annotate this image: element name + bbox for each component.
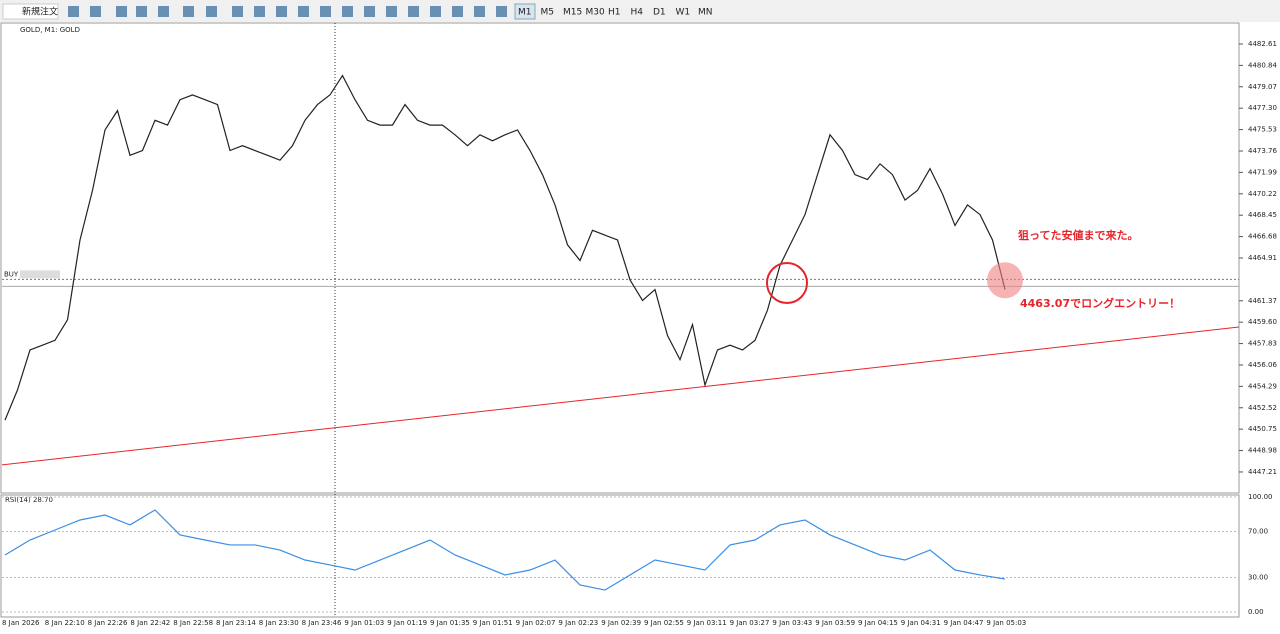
low-marker: [766, 262, 808, 304]
y-tick-label: 4454.29: [1248, 382, 1277, 390]
y-tick-label: 4482.61: [1248, 40, 1277, 48]
rsi-tick-label: 70.00: [1248, 528, 1268, 536]
rsi-tick-label: 0.00: [1248, 608, 1264, 616]
x-tick-label: 9 Jan 01:19: [387, 619, 427, 627]
price-line: [4, 509, 1006, 591]
timeframe-active: [514, 3, 536, 20]
x-tick-label: 8 Jan 22:42: [130, 619, 170, 627]
timeframe-button[interactable]: MN: [698, 8, 713, 18]
x-tick-label: 9 Jan 03:43: [772, 619, 812, 627]
x-tick-label: 8 Jan 22:26: [88, 619, 128, 627]
x-tick-label: 9 Jan 03:59: [815, 619, 855, 627]
x-tick-label: 9 Jan 02:23: [558, 619, 598, 627]
y-tick-label: 4475.53: [1248, 126, 1277, 134]
entry-marker: [987, 262, 1023, 299]
y-tick-label: 4477.30: [1248, 104, 1277, 112]
y-tick-label: 4473.76: [1248, 147, 1277, 155]
x-tick-label: 9 Jan 04:31: [901, 619, 941, 627]
x-tick-label: 9 Jan 04:15: [858, 619, 898, 627]
x-tick-label: 9 Jan 01:03: [344, 619, 384, 627]
x-tick-label: 9 Jan 01:51: [473, 619, 513, 627]
price-line: [4, 74, 1006, 421]
toolbar-icons: [68, 6, 507, 17]
x-tick-label: 8 Jan 22:58: [173, 619, 213, 627]
buy-label: BUY: [4, 270, 19, 278]
annotation: 狙ってた安値まで来た。: [1018, 228, 1138, 242]
x-tick-label: 9 Jan 01:35: [430, 619, 470, 627]
x-tick-label: 9 Jan 02:07: [516, 619, 556, 627]
trendline: [1, 326, 1240, 466]
y-tick-label: 4479.07: [1248, 83, 1277, 91]
x-tick-label: 9 Jan 03:27: [730, 619, 770, 627]
x-tick-label: 8 Jan 23:30: [259, 619, 299, 627]
y-tick-label: 4448.98: [1248, 447, 1277, 455]
y-tick-label: 4480.84: [1248, 61, 1277, 69]
rsi-panel: [0, 494, 1240, 618]
rsi-tick-label: 100.00: [1248, 493, 1273, 501]
y-tick-label: 4452.52: [1248, 404, 1277, 412]
x-tick-label: 9 Jan 04:47: [944, 619, 984, 627]
new-order-label[interactable]: 新規注文: [22, 6, 58, 18]
y-tick-label: 4468.45: [1248, 211, 1277, 219]
timeframe-button[interactable]: H4: [631, 8, 644, 18]
y-tick-label: 4470.22: [1248, 190, 1277, 198]
timeframe-button[interactable]: M5: [541, 8, 555, 18]
x-tick-label: 8 Jan 22:10: [45, 619, 85, 627]
timeframe-button[interactable]: M30: [586, 8, 605, 18]
timeframe-button[interactable]: H1: [608, 8, 621, 18]
y-tick-label: 4450.75: [1248, 425, 1277, 433]
x-tick-label: 9 Jan 02:39: [601, 619, 641, 627]
rsi-title: RSI(14) 28.70: [5, 496, 53, 504]
x-tick-label: 8 Jan 23:46: [302, 619, 342, 627]
y-tick-label: 4466.68: [1248, 233, 1277, 241]
y-tick-label: 4456.06: [1248, 361, 1277, 369]
timeframe-button[interactable]: W1: [676, 8, 691, 18]
y-tick-label: 4471.99: [1248, 168, 1277, 176]
y-tick-label: 4461.37: [1248, 297, 1277, 305]
x-tick-label: 9 Jan 03:11: [687, 619, 727, 627]
y-tick-label: 4447.21: [1248, 468, 1277, 476]
main-panel: [0, 22, 1240, 494]
rsi-tick-label: 30.00: [1248, 574, 1268, 582]
y-tick-label: 4459.60: [1248, 318, 1277, 326]
buy-box: [20, 270, 60, 279]
y-tick-label: 4457.83: [1248, 340, 1277, 348]
annotation: 4463.07でロングエントリー！: [1020, 296, 1180, 310]
x-tick-label: 9 Jan 02:55: [644, 619, 684, 627]
timeframe-button[interactable]: D1: [653, 8, 666, 18]
x-tick-label: 8 Jan 23:14: [216, 619, 256, 627]
x-tick-label: 9 Jan 05:03: [986, 619, 1026, 627]
y-tick-label: 4464.91: [1248, 254, 1277, 262]
chart-title: GOLD, M1: GOLD: [20, 26, 80, 34]
x-tick-label: 8 Jan 2026: [2, 619, 40, 627]
timeframe-button[interactable]: M15: [563, 8, 582, 18]
new-order-button[interactable]: [2, 3, 59, 20]
timeframe-button[interactable]: M1: [518, 8, 532, 18]
